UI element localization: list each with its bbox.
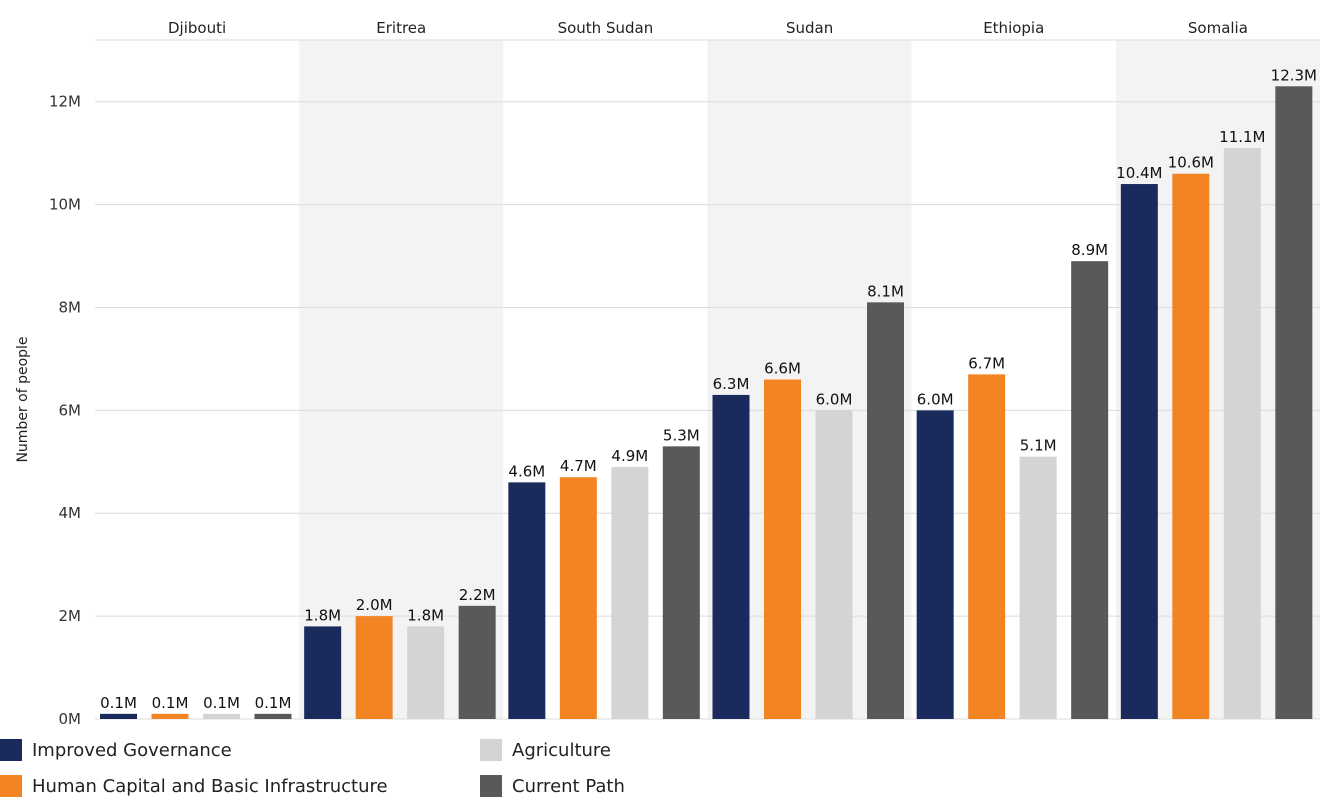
data-label: 10.4M [1116, 164, 1162, 182]
data-label: 4.7M [560, 457, 597, 475]
bar [916, 410, 954, 719]
bar [559, 477, 597, 719]
data-label: 1.8M [304, 606, 341, 624]
bar [1071, 261, 1109, 719]
bar [1019, 456, 1057, 719]
bar [1172, 173, 1210, 719]
bar [662, 446, 700, 719]
legend: Improved Governance Human Capital and Ba… [0, 736, 700, 800]
data-label: 2.2M [459, 586, 496, 604]
category-label: Djibouti [168, 19, 226, 37]
bar [355, 616, 393, 719]
data-label: 10.6M [1168, 154, 1214, 172]
legend-item-human-capital: Human Capital and Basic Infrastructure [0, 772, 388, 800]
category-labels: Djibouti Eritrea South Sudan Sudan Ethiopia S… [168, 19, 1248, 37]
data-label: 1.8M [407, 606, 444, 624]
y-tick-label: 8M [59, 298, 82, 316]
bar [407, 626, 445, 719]
bar [611, 466, 649, 719]
bar [100, 713, 137, 719]
legend-swatch [0, 775, 22, 797]
data-label: 4.6M [508, 462, 545, 480]
legend-swatch [480, 739, 502, 761]
legend-label: Agriculture [512, 739, 611, 761]
bar [1275, 86, 1313, 719]
y-tick-label: 6M [59, 401, 82, 419]
y-tick-label: 4M [59, 504, 82, 522]
y-axis-ticks: 0M 2M 4M 6M 8M 10M 12M [49, 93, 81, 728]
bar [458, 605, 496, 719]
data-label: 6.0M [917, 390, 954, 408]
data-label: 6.0M [816, 390, 853, 408]
bar [867, 302, 904, 719]
data-label: 0.1M [203, 694, 240, 712]
value-labels: 0.1M 0.1M 0.1M 0.1M 1.8M 2.0M 1.8M 2.2M 4.6M 4.7M… [100, 66, 1317, 712]
data-label: 0.1M [100, 694, 137, 712]
legend-swatch [0, 739, 22, 761]
data-label: 0.1M [152, 694, 189, 712]
bar [712, 394, 750, 719]
bar-chart: 0M 2M 4M 6M 8M 10M 12M 0.1M 0.1M 0.1M 0.1M 1.8M 2.0… [15, 19, 1320, 728]
bar [203, 713, 240, 719]
data-label: 5.1M [1020, 437, 1057, 455]
bar [1120, 184, 1158, 720]
category-label: Eritrea [376, 19, 426, 37]
category-band [95, 40, 300, 719]
bar [254, 713, 292, 719]
data-label: 11.1M [1219, 128, 1265, 146]
y-axis-title: Number of people [15, 336, 31, 462]
gridlines [95, 39, 1320, 720]
legend-label: Human Capital and Basic Infrastructure [32, 775, 388, 797]
data-label: 6.7M [968, 354, 1005, 372]
data-label: 8.9M [1071, 241, 1108, 259]
bar [508, 482, 546, 719]
legend-swatch [480, 775, 502, 797]
category-label: Somalia [1188, 19, 1248, 37]
bar [304, 626, 342, 719]
bar [1223, 148, 1261, 720]
bar [764, 379, 801, 719]
data-label: 12.3M [1271, 66, 1317, 84]
legend-item-agriculture: Agriculture [480, 736, 611, 764]
legend-item-improved-governance: Improved Governance [0, 736, 232, 764]
category-label: Ethiopia [983, 19, 1044, 37]
data-label: 4.9M [611, 447, 648, 465]
y-tick-label: 0M [59, 710, 82, 728]
bars [100, 86, 1313, 720]
data-label: 2.0M [356, 596, 393, 614]
y-tick-label: 12M [49, 93, 81, 111]
legend-label: Improved Governance [32, 739, 232, 761]
category-label: Sudan [786, 19, 833, 37]
data-label: 8.1M [867, 282, 904, 300]
data-label: 6.3M [713, 375, 750, 393]
data-label: 6.6M [764, 360, 801, 378]
data-label: 5.3M [663, 426, 700, 444]
bar [151, 713, 189, 719]
bar [815, 410, 853, 719]
y-tick-label: 2M [59, 607, 82, 625]
y-tick-label: 10M [49, 196, 81, 214]
legend-label: Current Path [512, 775, 625, 797]
category-label: South Sudan [558, 19, 654, 37]
data-label: 0.1M [255, 694, 292, 712]
legend-item-current-path: Current Path [480, 772, 625, 800]
bar [968, 374, 1006, 719]
